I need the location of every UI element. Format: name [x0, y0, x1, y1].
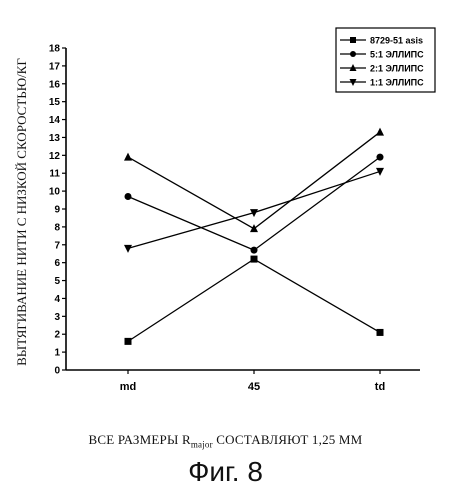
data-point: [250, 224, 258, 232]
y-tick-label: 8: [54, 222, 60, 233]
x-tick-label: 45: [248, 381, 260, 393]
y-tick-label: 6: [54, 258, 60, 269]
y-tick-label: 5: [54, 276, 60, 287]
data-point: [251, 247, 258, 254]
y-tick-label: 14: [49, 115, 61, 126]
y-tick-label: 3: [54, 312, 60, 323]
y-tick-label: 4: [54, 294, 60, 305]
data-point: [377, 329, 384, 336]
x-tick-label: md: [120, 381, 137, 393]
chart: 0123456789101112131415161718md45td8729-5…: [0, 0, 451, 430]
data-point: [376, 128, 384, 136]
caption-subscript: major: [191, 440, 213, 450]
legend-label: 2:1 ЭЛЛИПС: [370, 64, 424, 74]
caption-suffix: СОСТАВЛЯЮТ 1,25 ММ: [213, 432, 363, 447]
data-point: [124, 245, 132, 253]
y-tick-label: 2: [54, 330, 60, 341]
legend-label: 8729-51 asis: [370, 36, 423, 46]
y-tick-label: 13: [49, 133, 61, 144]
y-tick-label: 0: [54, 366, 60, 377]
y-tick-label: 17: [49, 61, 61, 72]
legend-label: 1:1 ЭЛЛИПС: [370, 78, 424, 88]
data-point: [251, 256, 258, 263]
y-axis-label: ВЫТЯГИВАНИЕ НИТИ С НИЗКОЙ СКОРОСТЬЮ/КГ: [14, 58, 30, 366]
x-tick-label: td: [375, 381, 385, 393]
figure-label: Фиг. 8: [0, 456, 451, 488]
y-tick-label: 18: [49, 44, 61, 55]
y-tick-label: 10: [49, 187, 61, 198]
y-tick-label: 16: [49, 79, 61, 90]
caption-prefix: ВСЕ РАЗМЕРЫ R: [89, 432, 191, 447]
legend-marker: [350, 37, 356, 43]
data-point: [124, 153, 132, 161]
data-point: [377, 154, 384, 161]
caption: ВСЕ РАЗМЕРЫ Rmajor СОСТАВЛЯЮТ 1,25 ММ: [0, 432, 451, 450]
y-tick-label: 1: [54, 348, 60, 359]
y-tick-label: 9: [54, 205, 60, 216]
legend-label: 5:1 ЭЛЛИПС: [370, 50, 424, 60]
series-line: [128, 259, 380, 341]
data-point: [125, 338, 132, 345]
y-tick-label: 12: [49, 151, 61, 162]
legend-marker: [350, 51, 356, 57]
y-tick-label: 7: [54, 240, 60, 251]
series-line: [128, 157, 380, 250]
y-tick-label: 11: [49, 169, 60, 180]
data-point: [125, 193, 132, 200]
y-tick-label: 15: [49, 97, 61, 108]
